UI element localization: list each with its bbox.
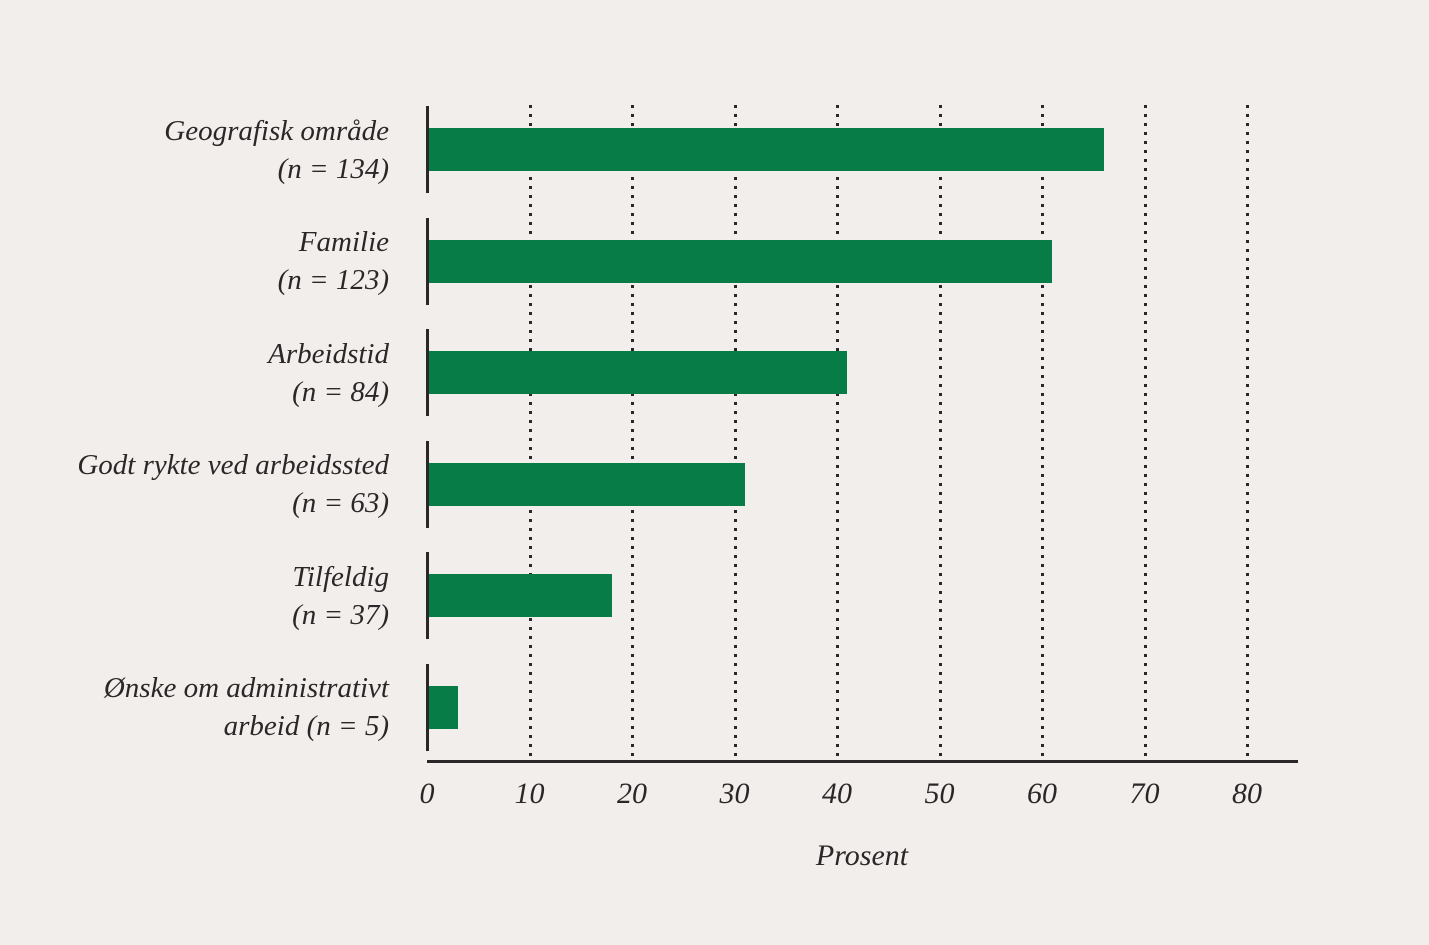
x-tick-label: 60 bbox=[1027, 777, 1057, 810]
gridline bbox=[733, 105, 737, 760]
x-tick-label: 70 bbox=[1129, 777, 1160, 810]
bar-row bbox=[426, 329, 1298, 416]
category-label-line2: (n = 123) bbox=[277, 264, 389, 296]
x-tick-label: 30 bbox=[719, 777, 750, 810]
bar bbox=[427, 351, 848, 394]
bar-row bbox=[426, 217, 1298, 305]
y-axis-tick bbox=[426, 329, 429, 416]
gridline bbox=[938, 105, 942, 760]
category-label-line2: (n = 84) bbox=[292, 375, 389, 408]
gridline bbox=[1041, 105, 1044, 760]
bar bbox=[427, 574, 612, 617]
category-label: Arbeidstid (n = 84) bbox=[0, 329, 389, 416]
x-axis-title: Prosent bbox=[815, 839, 909, 872]
bar-row bbox=[426, 106, 1298, 193]
gridline bbox=[1246, 105, 1249, 760]
y-axis-tick bbox=[426, 217, 429, 305]
y-axis-tick bbox=[426, 552, 429, 639]
x-tick-label: 80 bbox=[1232, 777, 1262, 810]
x-tick-label: 20 bbox=[617, 777, 647, 810]
bar-row bbox=[426, 440, 1298, 528]
y-axis-tick bbox=[426, 440, 429, 528]
bar-row bbox=[426, 663, 1298, 751]
category-label: Familie (n = 123) bbox=[0, 218, 389, 305]
x-tick-label: 0 bbox=[419, 777, 435, 810]
category-label: Tilfeldig (n = 37) bbox=[0, 552, 389, 639]
bar bbox=[427, 685, 458, 729]
category-label: Ønske om administrativt arbeid (n = 5) bbox=[0, 664, 389, 751]
category-label: Geografisk område (n = 134) bbox=[0, 106, 389, 193]
bar bbox=[427, 128, 1104, 171]
bar-row bbox=[426, 552, 1298, 639]
category-label-line2: arbeid (n = 5) bbox=[223, 710, 389, 742]
gridline bbox=[631, 105, 634, 760]
plot-area bbox=[426, 105, 1298, 763]
category-label-line1: Tilfeldig bbox=[292, 560, 389, 593]
x-axis-tick-labels: 0 10 20 30 40 50 60 70 80 bbox=[420, 763, 1298, 813]
bar bbox=[427, 462, 745, 506]
category-label-line1: Arbeidstid bbox=[268, 337, 389, 370]
bar bbox=[427, 239, 1053, 283]
y-axis-tick bbox=[426, 663, 429, 751]
category-label-line1: Geografisk område bbox=[164, 114, 389, 147]
category-label-line1: Ønske om administrativt bbox=[103, 672, 389, 704]
category-label-line2: (n = 37) bbox=[292, 598, 389, 631]
x-tick-label: 40 bbox=[822, 777, 852, 810]
gridline bbox=[528, 105, 532, 760]
y-axis-tick bbox=[426, 106, 429, 193]
gridline bbox=[1143, 105, 1147, 760]
y-axis-category-labels: Geografisk område (n = 134) Familie (n = 12… bbox=[0, 105, 427, 760]
category-label-line2: (n = 63) bbox=[292, 487, 389, 519]
gridline bbox=[836, 105, 839, 760]
category-label: Godt rykte ved arbeidssted (n = 63) bbox=[0, 441, 389, 528]
category-label-line2: (n = 134) bbox=[277, 152, 389, 185]
category-label-line1: Familie bbox=[298, 226, 389, 258]
x-tick-label: 50 bbox=[924, 777, 955, 810]
x-tick-label: 10 bbox=[514, 777, 545, 810]
category-label-line1: Godt rykte ved arbeidssted bbox=[77, 449, 389, 481]
